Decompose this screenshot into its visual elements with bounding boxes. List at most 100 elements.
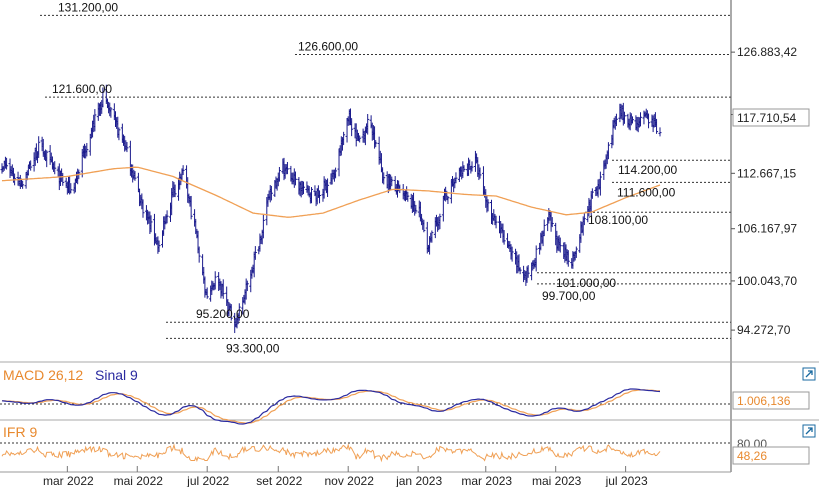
price-bar	[197, 246, 201, 263]
current-price-tag: 117.710,54	[732, 108, 810, 127]
price-bar	[430, 230, 434, 243]
price-bar	[350, 118, 354, 137]
price-bar	[101, 87, 105, 108]
price-bar	[109, 107, 113, 118]
level-label: 93.300,00	[226, 341, 280, 355]
price-bar	[133, 171, 137, 181]
price-bar	[117, 127, 121, 141]
price-bar	[526, 265, 530, 278]
level-label: 99.700,00	[542, 289, 596, 303]
price-bar	[334, 167, 338, 179]
level-labels: 131.200,00 126.600,00 121.600,00 114.200,00…	[52, 0, 677, 355]
price-bar	[53, 161, 57, 175]
x-tick-label: nov 2022	[324, 474, 374, 487]
price-bar	[157, 240, 161, 253]
macd-panel: MACD 26,12 Sinal 9 1.006,136	[0, 367, 816, 425]
price-bar	[422, 219, 426, 233]
price-bar	[45, 150, 49, 168]
y-tick-label: 106.167,97	[737, 222, 797, 236]
level-label: 95.200,00	[196, 307, 250, 321]
price-bar	[550, 217, 554, 228]
price-bar	[61, 172, 65, 186]
price-bar	[478, 167, 482, 179]
signal-title: Sinal 9	[95, 367, 138, 383]
price-bar	[420, 213, 424, 226]
x-tick-label: jul 2022	[186, 474, 229, 487]
price-bar	[462, 165, 466, 172]
price-bar	[342, 131, 346, 146]
x-tick-label: set 2022	[256, 474, 302, 487]
price-bar	[93, 109, 97, 132]
price-bar	[494, 215, 498, 229]
price-bar	[253, 246, 257, 260]
ifr-line	[1, 443, 661, 463]
signal-line	[2, 389, 661, 424]
price-bar	[574, 246, 578, 258]
moving-average-line	[1, 166, 661, 218]
price-bar	[630, 116, 634, 124]
price-bar	[149, 215, 153, 233]
x-tick-label: mar 2022	[43, 474, 94, 487]
price-bar	[518, 267, 522, 275]
ifr-value-label: 48,26	[737, 449, 767, 463]
price-bar	[406, 191, 410, 202]
price-bar	[606, 142, 610, 160]
price-bar	[542, 219, 546, 237]
price-bar	[125, 142, 129, 153]
y-tick-label: 126.883,42	[737, 45, 797, 59]
price-bar	[21, 180, 25, 189]
price-bar	[213, 271, 217, 290]
price-bar	[647, 113, 651, 129]
price-panel: 131.200,00 126.600,00 121.600,00 114.200,00…	[0, 0, 731, 355]
ifr-title: IFR 9	[3, 424, 37, 440]
price-series	[0, 84, 662, 334]
price-bar	[245, 280, 249, 292]
price-bar	[470, 161, 474, 172]
price-bar	[85, 142, 89, 157]
price-bar	[590, 188, 594, 199]
price-bar	[5, 157, 9, 170]
price-bar	[229, 304, 233, 321]
price-bar	[326, 178, 330, 198]
ifr-panel: IFR 9 80,00 48,26	[0, 424, 816, 465]
price-bar	[655, 118, 659, 134]
price-bar	[318, 190, 322, 204]
price-bar	[438, 213, 442, 230]
macd-line	[1, 388, 661, 425]
price-bar	[382, 172, 386, 185]
y-tick-label: 100.043,70	[737, 274, 797, 288]
price-bar	[366, 114, 370, 135]
price-bar	[269, 185, 273, 201]
current-price-label: 117.710,54	[737, 111, 796, 125]
x-tick-label: mai 2023	[532, 474, 582, 487]
price-bar	[639, 112, 643, 127]
price-bar	[374, 140, 378, 148]
macd-title: MACD 26,12	[3, 367, 83, 383]
y-axis-ticks: 126.883,42119.564,18112.667,15106.167,97…	[731, 45, 797, 337]
price-bar	[502, 230, 506, 245]
price-bar	[205, 287, 209, 299]
level-label: 101.000,00	[556, 276, 616, 290]
price-bar	[189, 195, 193, 220]
y-tick-label: 94.272,70	[737, 323, 791, 337]
chart-expand-icon[interactable]	[802, 424, 816, 438]
chart-expand-icon[interactable]	[802, 367, 816, 381]
price-bar	[310, 187, 314, 204]
price-bar	[165, 210, 169, 224]
price-bar	[301, 181, 305, 195]
price-bar	[658, 127, 662, 137]
price-bar	[261, 214, 265, 239]
x-tick-label: jan 2023	[395, 474, 442, 487]
macd-value-label: 1.006,136	[737, 394, 791, 408]
price-bar	[221, 279, 225, 299]
price-bar	[566, 250, 570, 267]
price-bar	[486, 199, 490, 212]
price-bar	[614, 113, 618, 127]
x-tick-label: mar 2023	[461, 474, 512, 487]
price-bar	[582, 213, 586, 226]
price-bar	[558, 237, 562, 253]
price-bar	[285, 161, 289, 175]
price-bar	[277, 166, 281, 182]
price-bar	[454, 172, 458, 184]
price-bar	[69, 183, 73, 194]
